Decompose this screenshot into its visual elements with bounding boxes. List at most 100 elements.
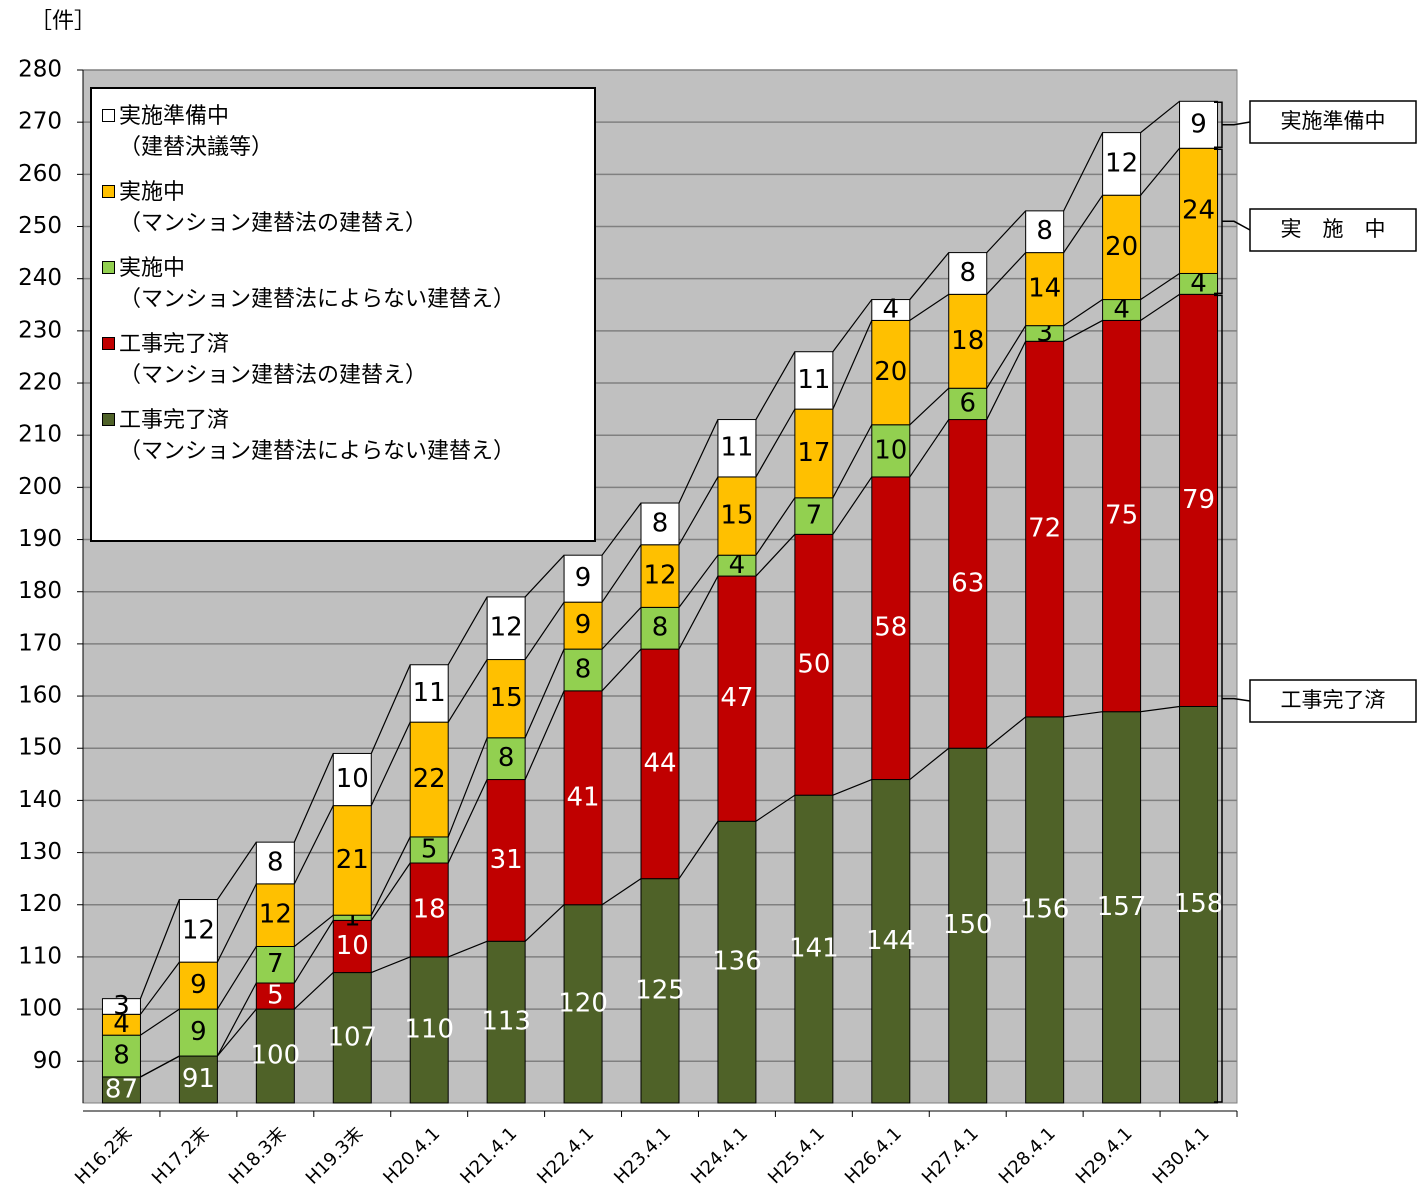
- data-label: 8: [267, 848, 284, 878]
- series-line: [832, 778, 873, 796]
- y-tick-label: 210: [18, 422, 62, 448]
- series-line: [909, 419, 950, 478]
- x-tick-label: H30.4.1: [1149, 1123, 1214, 1188]
- x-tick-label: H25.4.1: [764, 1123, 829, 1188]
- data-label: 50: [797, 649, 830, 679]
- series-line: [986, 341, 1027, 420]
- data-label: 136: [712, 947, 762, 977]
- annotation-box: [1249, 208, 1417, 252]
- x-tick-label: H27.4.1: [918, 1123, 983, 1188]
- data-label: 11: [797, 365, 830, 395]
- data-label: 75: [1105, 501, 1138, 531]
- series-line: [370, 862, 411, 921]
- annotation: 実施準備中: [1281, 109, 1386, 133]
- bar-segment: [640, 502, 680, 546]
- data-label: 157: [1097, 892, 1147, 922]
- series-line: [601, 606, 642, 650]
- bar-segment: [948, 419, 988, 749]
- data-label: 21: [336, 845, 369, 875]
- bar-segment: [948, 387, 988, 421]
- data-label: 144: [866, 926, 916, 956]
- x-tick-label: H24.4.1: [687, 1123, 752, 1188]
- bar-segment: [101, 998, 141, 1015]
- series-line: [293, 972, 334, 1010]
- data-label: 91: [182, 1064, 215, 1094]
- data-label: 18: [413, 894, 446, 924]
- y-tick-label: 110: [18, 943, 62, 969]
- series-line: [832, 320, 873, 410]
- data-label: 4: [1113, 294, 1130, 324]
- y-tick-label: 120: [18, 891, 62, 917]
- bar-segment: [255, 883, 295, 947]
- x-tick-label: H18.3末: [225, 1123, 290, 1188]
- y-axis-label: ［件］: [30, 9, 96, 34]
- data-label: 100: [251, 1041, 301, 1071]
- data-label: 15: [720, 501, 753, 531]
- data-label: 7: [806, 501, 823, 531]
- data-label: 11: [720, 433, 753, 463]
- bracket: [1214, 294, 1251, 1103]
- data-label: 9: [1190, 109, 1207, 139]
- series-line: [601, 648, 642, 692]
- x-tick-label: H26.4.1: [841, 1123, 906, 1188]
- y-tick-label: 230: [18, 317, 62, 343]
- series-line: [447, 737, 488, 838]
- bar-segment: [1102, 711, 1142, 1104]
- bracket: [1214, 101, 1251, 149]
- series-line: [832, 476, 873, 535]
- series-line: [371, 956, 411, 974]
- data-label: 9: [190, 970, 207, 1000]
- data-label: 3: [113, 991, 130, 1021]
- data-label: 18: [951, 326, 984, 356]
- data-label: 8: [652, 508, 669, 538]
- bar-segment: [1102, 319, 1142, 713]
- bar-segment: [563, 904, 603, 1104]
- x-tick-label: H23.4.1: [610, 1123, 675, 1188]
- series-line: [909, 387, 950, 426]
- bar-segment: [332, 972, 372, 1104]
- bar-segment: [1179, 100, 1219, 149]
- series-line: [1140, 100, 1180, 134]
- series-line: [755, 794, 796, 822]
- series-line: [370, 836, 411, 916]
- data-label: 150: [943, 910, 993, 940]
- series-line: [293, 753, 334, 843]
- data-label: 7: [267, 949, 284, 979]
- bar-segment: [178, 1055, 218, 1104]
- series-line: [755, 497, 796, 556]
- data-label: 63: [951, 568, 984, 598]
- x-tick-label: H22.4.1: [533, 1123, 598, 1188]
- legend-swatch: [102, 109, 115, 122]
- series-line: [524, 601, 565, 660]
- series-line: [1140, 272, 1180, 301]
- series-line: [986, 325, 1027, 389]
- data-label: 10: [336, 931, 369, 961]
- legend-swatch: [102, 337, 115, 350]
- series-line: [216, 841, 257, 900]
- y-tick-label: 100: [18, 996, 62, 1022]
- bar-segment: [794, 497, 834, 535]
- series-line: [1140, 705, 1180, 713]
- data-label: 12: [1105, 148, 1138, 178]
- legend-label: 工事完了済 （マンション建替法の建替え）: [119, 332, 428, 388]
- y-tick-label: 180: [18, 578, 62, 604]
- bar-segment: [948, 252, 988, 295]
- bar-segment: [948, 293, 988, 389]
- data-label: 8: [498, 743, 515, 773]
- series-line: [832, 299, 873, 353]
- data-label: 120: [558, 988, 608, 1018]
- bar-segment: [640, 878, 680, 1104]
- data-label: 8: [1036, 216, 1053, 246]
- data-label: 4: [113, 1009, 130, 1039]
- series-line: [293, 920, 334, 984]
- legend-label: 工事完了済 （マンション建替法によらない建替え）: [119, 408, 516, 464]
- data-label: 9: [575, 563, 592, 593]
- bar-segment: [332, 805, 372, 916]
- legend-entry: 実施中 （マンション建替法の建替え）: [100, 177, 586, 239]
- legend-label: 実施中 （マンション建替法の建替え）: [119, 180, 428, 236]
- legend-label: 実施準備中 （建替決議等）: [119, 104, 274, 160]
- bar-segment: [1179, 705, 1219, 1104]
- data-label: 141: [789, 934, 839, 964]
- data-label: 8: [113, 1041, 130, 1071]
- data-label: 158: [1174, 889, 1224, 919]
